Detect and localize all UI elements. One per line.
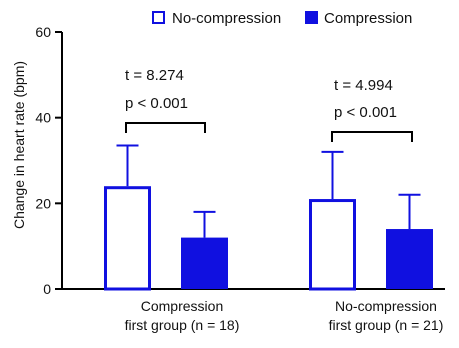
bar-no-compression [104,186,151,291]
y-axis-label: Change in heart rate (bpm) [11,61,27,229]
y-tick-label: 0 [43,281,51,297]
legend: No-compression Compression [152,10,412,27]
y-tick-label: 20 [35,195,51,211]
x-tick-label: Compression first group (n = 18) [125,298,240,333]
stat-p-value: p < 0.001 [334,104,397,121]
bar-compression [181,237,228,289]
x-tick-label-line: No-compression [335,298,437,314]
stat-t-value: t = 8.274 [125,67,184,84]
significance-bracket [331,131,413,142]
bars [104,144,433,291]
x-tick-label: No-compression first group (n = 21) [329,298,444,333]
annotations: t = 8.274 p < 0.001 t = 4.994 p < 0.001 [125,67,413,142]
legend-swatch-no-compression [152,11,165,24]
y-ticks: 0 20 40 60 [35,24,62,297]
significance-bracket [125,122,206,133]
stat-p-value: p < 0.001 [125,95,188,112]
legend-label: Compression [324,10,412,27]
bar-no-compression [309,199,356,291]
legend-label: No-compression [172,10,281,27]
stat-t-value: t = 4.994 [334,77,393,94]
x-tick-label-line: first group (n = 18) [125,317,240,333]
y-tick-label: 40 [35,110,51,126]
bar-compression [386,229,433,289]
y-tick-label: 60 [35,24,51,40]
x-tick-label-line: first group (n = 21) [329,317,444,333]
x-tick-label-line: Compression [141,298,223,314]
x-tick-labels: Compression first group (n = 18) No-compre… [125,298,444,333]
legend-swatch-compression [305,11,318,24]
